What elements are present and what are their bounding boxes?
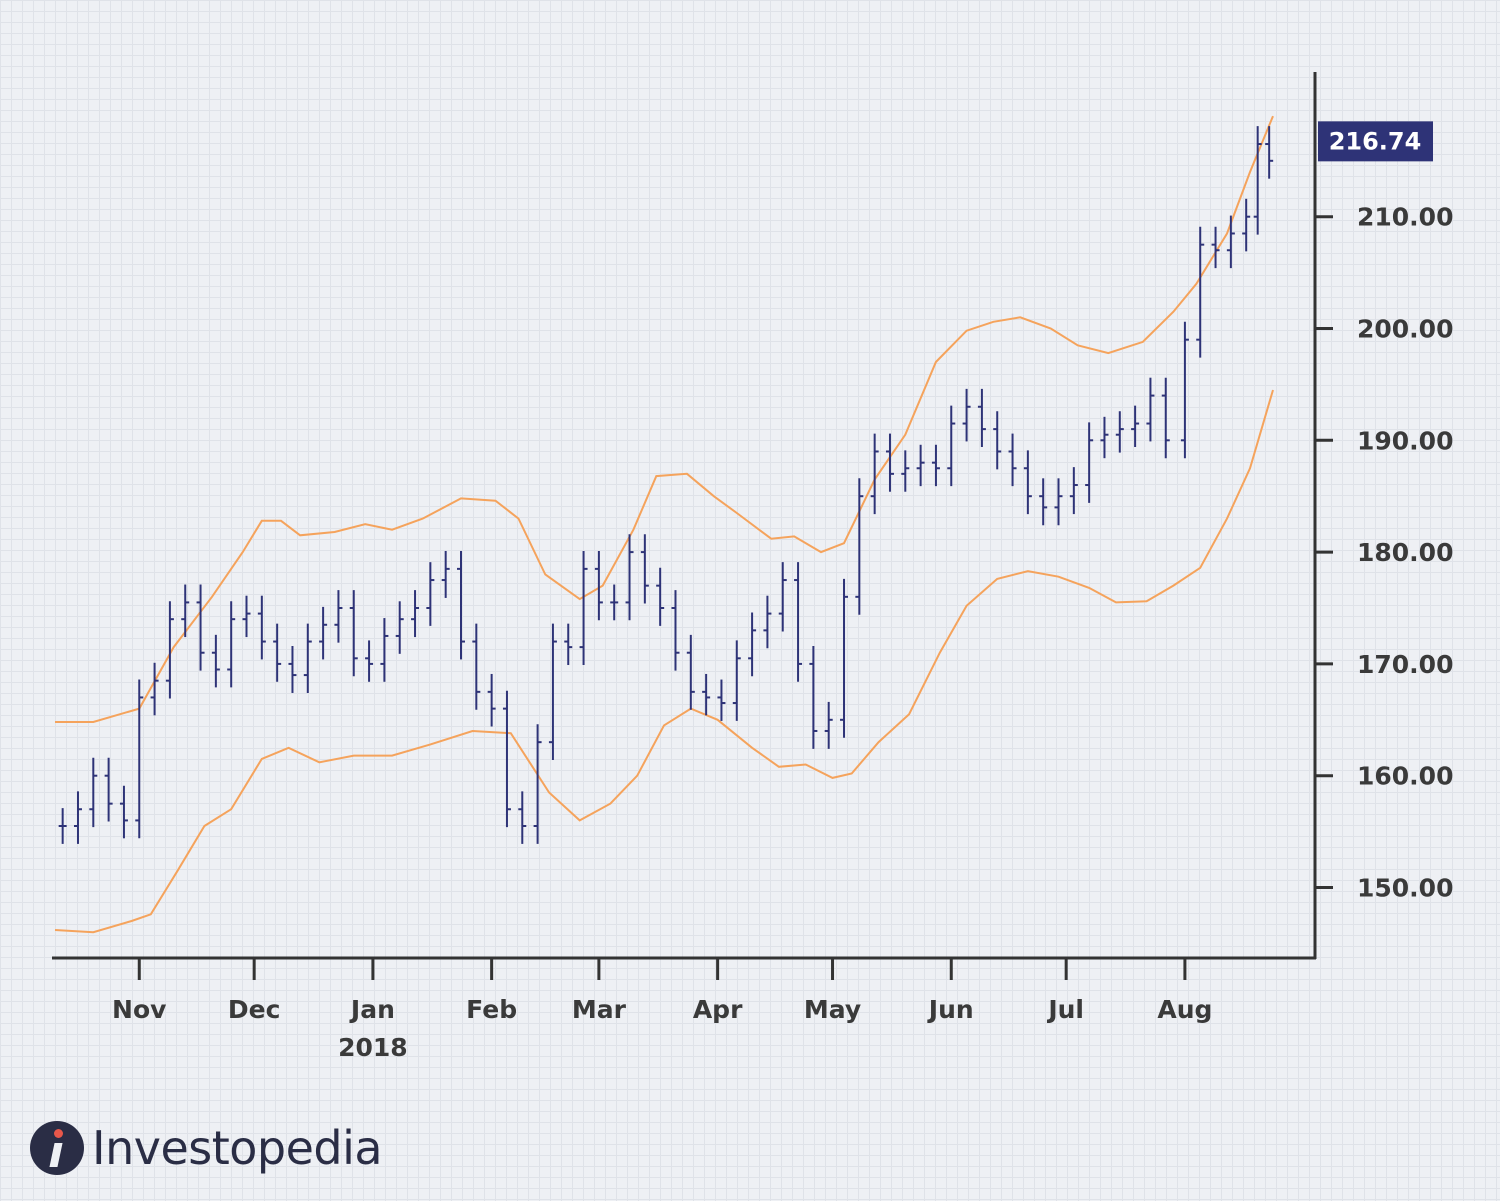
- x-tick-label: Apr: [693, 995, 743, 1024]
- x-axis-ticks: Nov Dec Jan 2018 Feb Mar Apr May Jun Jul Aug: [112, 958, 1212, 1062]
- x-tick-label: Dec: [228, 995, 281, 1024]
- y-tick-label: 180.00: [1357, 538, 1453, 567]
- y-tick-label: 210.00: [1357, 203, 1453, 232]
- lower-band-line: [54, 389, 1274, 934]
- y-tick-label: 190.00: [1357, 426, 1453, 455]
- y-tick-label: 160.00: [1357, 762, 1453, 791]
- x-tick-label: May: [804, 995, 861, 1024]
- y-tick-label: 170.00: [1357, 650, 1453, 679]
- logo-text: Investopedia: [92, 1121, 383, 1175]
- upper-band-line: [55, 115, 1274, 723]
- x-tick-label: Jan: [349, 995, 395, 1024]
- investopedia-logo: Investopedia: [30, 1118, 383, 1178]
- x-tick-label: Jul: [1046, 995, 1084, 1024]
- x-tick-label: Mar: [572, 995, 627, 1024]
- x-tick-label: Nov: [112, 995, 166, 1024]
- price-tag-box: [1318, 121, 1433, 162]
- price-tag-label: 216.74: [1329, 127, 1422, 155]
- y-tick-label: 200.00: [1357, 315, 1453, 344]
- price-bars: [58, 126, 1274, 844]
- logo-icon: [30, 1121, 84, 1175]
- x-tick-label: Jun: [927, 995, 974, 1024]
- current-price-tag: 216.74: [1318, 121, 1433, 162]
- y-axis-ticks: 150.00 160.00 170.00 180.00 190.00 200.00 210.…: [1315, 203, 1453, 903]
- x-tick-sublabel: 2018: [338, 1033, 408, 1062]
- bollinger-bands: [54, 115, 1274, 934]
- x-tick-label: Aug: [1157, 995, 1212, 1024]
- y-tick-label: 150.00: [1357, 874, 1453, 903]
- x-tick-label: Feb: [466, 995, 517, 1024]
